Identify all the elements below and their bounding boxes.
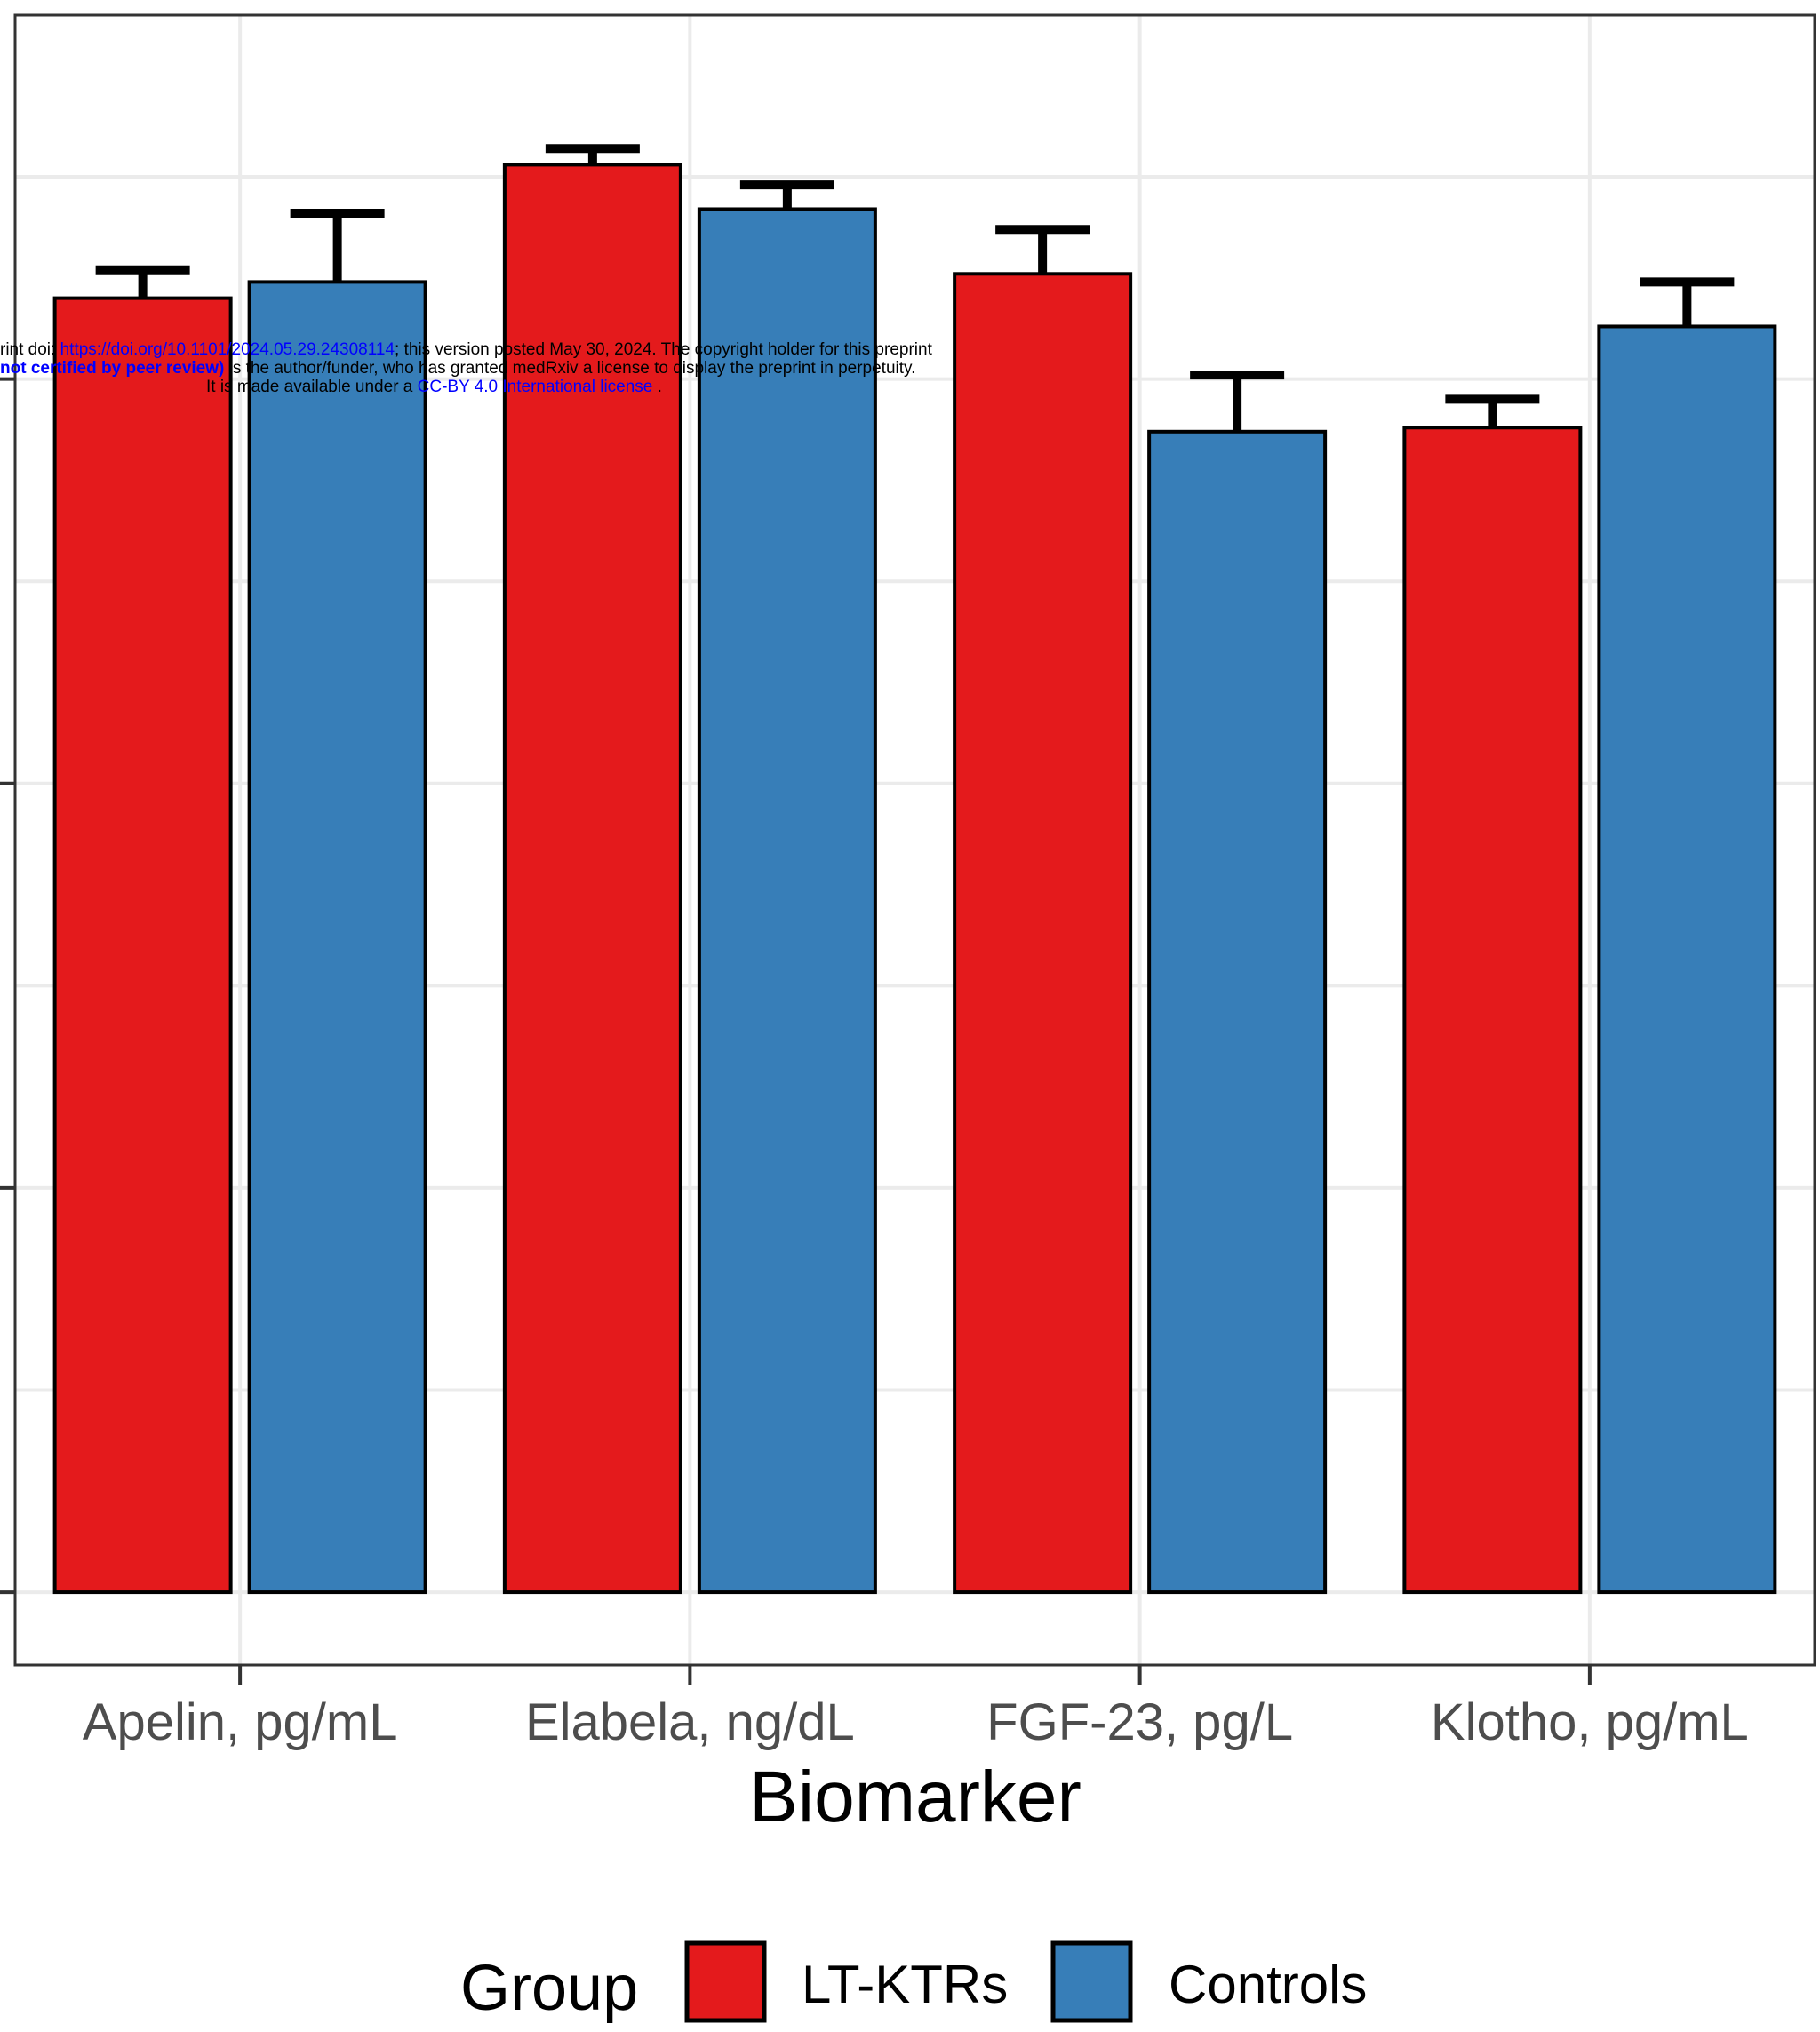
x-tick-label: Elabela, ng/dL: [525, 1693, 855, 1751]
x-tick-labels: Apelin, pg/mL Elabela, ng/dL FGF-23, pg/L K…: [83, 1693, 1749, 1751]
bar-controls-0: [247, 280, 427, 1595]
legend-key-controls: [1050, 1940, 1133, 2023]
bar-controls-2: [1147, 429, 1328, 1595]
x-tick-label: Klotho, pg/mL: [1431, 1693, 1749, 1751]
notice-line2-suffix: is the author/funder, who has granted me…: [224, 359, 916, 378]
preprint-notice-line-1: rint doi: https://doi.org/10.1101/2024.0…: [0, 341, 932, 358]
plot-border: [13, 13, 1816, 1667]
bar-controls-3: [1597, 324, 1777, 1595]
bar-controls-1: [697, 207, 877, 1595]
legend-label-controls: Controls: [1169, 1955, 1367, 2014]
notice-suffix: ; this version posted May 30, 2024. The …: [395, 340, 932, 359]
bar-lt-ktrs-2: [953, 272, 1133, 1595]
legend: Group LT-KTRs Controls: [460, 1940, 1367, 2024]
axis-ticks: [0, 377, 1592, 1685]
preprint-notice-line-2: not certified by peer review) is the aut…: [0, 360, 915, 377]
notice-line3-suffix: .: [652, 378, 662, 396]
bar-lt-ktrs-3: [1402, 426, 1583, 1595]
legend-title: Group: [460, 1953, 638, 2024]
bar-lt-ktrs-1: [502, 163, 682, 1595]
bars: [52, 163, 1777, 1595]
doi-link[interactable]: https://doi.org/10.1101/2024.05.29.24308…: [60, 340, 395, 359]
notice-bold-text: not certified by peer review): [0, 359, 225, 378]
bar-lt-ktrs-0: [52, 296, 233, 1595]
notice-prefix: rint doi:: [0, 340, 60, 359]
x-axis-title: Biomarker: [749, 1757, 1082, 1837]
preprint-notice-line-3: It is made available under a CC-BY 4.0 I…: [206, 379, 662, 395]
x-tick-label: Apelin, pg/mL: [83, 1693, 398, 1751]
legend-label-lt-ktrs: LT-KTRs: [802, 1955, 1008, 2014]
license-link[interactable]: CC-BY 4.0 International license: [417, 378, 653, 396]
x-tick-label: FGF-23, pg/L: [986, 1693, 1293, 1751]
error-bars: [95, 144, 1735, 432]
legend-key-lt-ktrs: [684, 1940, 767, 2023]
notice-line3-prefix: It is made available under a: [206, 378, 418, 396]
